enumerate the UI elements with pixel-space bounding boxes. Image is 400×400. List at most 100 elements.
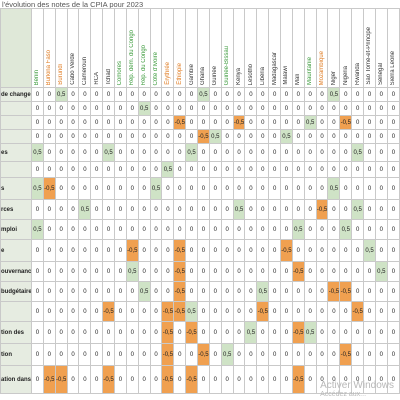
cell: -0,5 [42, 177, 56, 200]
cell: 0 [185, 101, 199, 116]
cell: 0 [125, 281, 139, 302]
column-header: Érythrée [161, 8, 175, 88]
cell: 0,5 [327, 87, 341, 102]
cell: 0 [42, 261, 56, 282]
cell: 0 [256, 129, 270, 144]
watermark-line: Accédez aux... [320, 391, 367, 398]
cell: 0 [54, 321, 68, 344]
cell: 0 [244, 343, 258, 366]
cell: 0 [102, 161, 116, 178]
cell: 0 [173, 365, 187, 394]
cell: 0 [374, 199, 388, 220]
column-header: Mali [291, 8, 305, 88]
cell: 0 [42, 161, 56, 178]
cell: 0 [291, 115, 305, 130]
row-label [0, 161, 32, 178]
cell: 0 [114, 101, 127, 116]
cell: 0 [31, 101, 44, 116]
cell: 0 [208, 261, 222, 282]
cell: 0 [291, 161, 305, 178]
cell: 0 [244, 281, 258, 302]
cell: 0 [31, 161, 44, 178]
cell: 0 [291, 101, 305, 116]
cell: 0 [339, 321, 353, 344]
cell: 0,5 [303, 321, 317, 344]
cell: 0 [291, 281, 305, 302]
cell: 0 [386, 161, 400, 178]
cell: 0,5 [149, 177, 163, 200]
cell: 0 [42, 115, 56, 130]
cell: 0,5 [244, 321, 258, 344]
cell: 0 [42, 239, 56, 262]
cell: 0 [185, 219, 199, 240]
cell: 0 [374, 161, 388, 178]
table-row: 0 0 0 0 0 0 0 0 0 0 0 0 -0,5 0 0 0 0 -0,5 0 0 0 0 0 0,5 0 0 -0,5 0 0… [0, 115, 400, 130]
cell: 0 [161, 281, 175, 302]
cell: 0 [42, 219, 56, 240]
column-header: RCA [90, 8, 104, 88]
cell: 0 [42, 301, 56, 322]
cell: 0 [66, 177, 80, 200]
cell: 0 [351, 343, 365, 366]
cell: 0 [78, 365, 92, 394]
cell: 0 [232, 87, 246, 102]
cell: 0 [54, 177, 68, 200]
cell: 0 [42, 321, 56, 344]
column-header: Guinée-Bissau [220, 8, 234, 88]
table-row: 0 0 0 0 0 0 -0,5 0 0 0 0 -0,5 -0,5 0,5 0 0 0 0 0 -0,5 0 0 0 0 0 0… [0, 301, 400, 322]
cell: 0 [31, 239, 44, 262]
cell: 0 [315, 115, 329, 130]
cell: 0 [90, 199, 104, 220]
country-name: Tchad [105, 68, 112, 85]
cell: 0 [102, 177, 116, 200]
cell: 0 [244, 177, 258, 200]
cell: 0 [303, 177, 317, 200]
cell: 0 [374, 143, 388, 162]
cell: 0 [315, 143, 329, 162]
table-row: rces 0 0 0 0 0,5 0 0 0 0 0 0 0 0 0 0 0 0 0,5 0 0 0 0 0 0 -0,5 0 0 0,… [0, 199, 400, 220]
cell: 0 [315, 343, 329, 366]
row-label: e [0, 239, 32, 262]
country-name: Guinée-Bissau [224, 45, 231, 85]
cell: 0 [351, 87, 365, 102]
cell: -0,5 [256, 301, 270, 322]
cell: 0 [220, 365, 234, 394]
cell: 0 [256, 177, 270, 200]
cell: 0 [256, 321, 270, 344]
cell: 0 [315, 87, 329, 102]
cell: 0 [386, 365, 400, 394]
cell: 0 [363, 87, 376, 102]
cell: 0 [185, 261, 199, 282]
cell: 0 [280, 161, 293, 178]
cell: 0 [386, 115, 400, 130]
cell: 0 [66, 261, 80, 282]
cell: 0 [90, 365, 104, 394]
cell: 0 [244, 219, 258, 240]
cell: 0 [102, 87, 116, 102]
country-name: Cabo Verde [70, 53, 76, 85]
cell: 0 [137, 115, 151, 130]
cell: 0 [327, 199, 341, 220]
cell: -0,5 [232, 115, 246, 130]
cell: -0,5 [173, 301, 187, 322]
cell: -0,5 [102, 301, 116, 322]
cell: 0 [280, 261, 293, 282]
cell: 0 [268, 101, 282, 116]
cell: 0 [149, 365, 163, 394]
cell: 0 [114, 115, 127, 130]
cell: 0 [363, 219, 376, 240]
cell: 0 [149, 129, 163, 144]
table-row: tion des 0 0 0 0 0 0 0 0 0 0 0 -0,5 0 -0,5 0 0 0 0 0,5 0 0 0 -0… [0, 321, 400, 344]
row-label: rces [0, 199, 32, 220]
cell: 0 [137, 321, 151, 344]
cell: 0 [327, 301, 341, 322]
cell: 0 [256, 143, 270, 162]
column-header: Côte d'Ivoire [149, 8, 163, 88]
cell: 0 [90, 261, 104, 282]
cell: 0 [114, 301, 127, 322]
cell: 0 [78, 219, 92, 240]
cell: 0 [220, 219, 234, 240]
table-row: es 0,5 0 0 0 0 0 0,5 0 0 0 0 0 0 0,5 0 0 0 0 0 0 0 0 0 0 0 0 0 0,5 0 0… [0, 143, 400, 162]
table-row: budgétaire 0 0 0 0 0 0 0 0 0 0,5 0 0 -0,5 0 0 0 0 0 0 0,5 0 0 0… [0, 281, 400, 302]
cell: 0 [90, 177, 104, 200]
